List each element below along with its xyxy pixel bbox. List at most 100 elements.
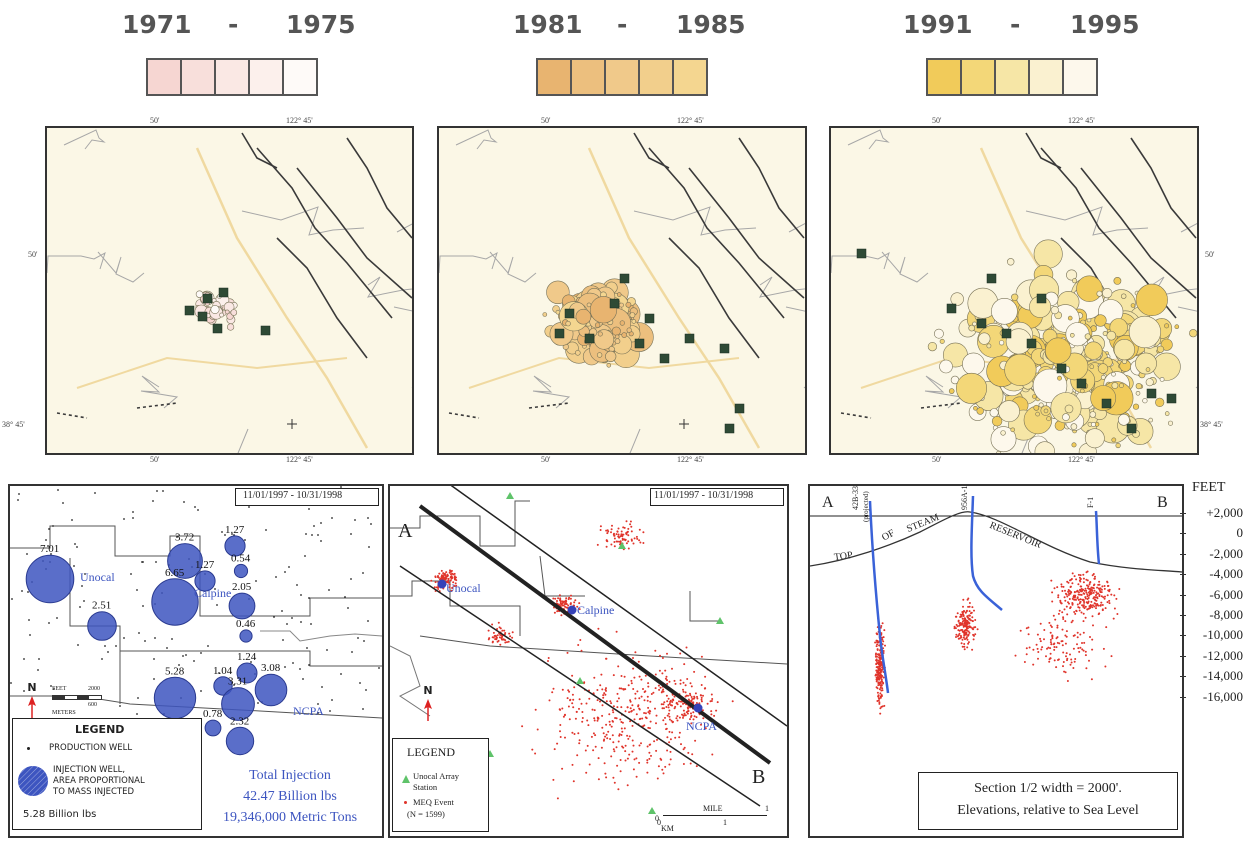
hypocenter (1051, 634, 1054, 637)
injection-well-square (659, 353, 670, 364)
hypocenter (968, 622, 971, 625)
meq-event (442, 572, 445, 575)
meq-event (629, 520, 632, 523)
production-well (317, 534, 319, 536)
production-well (50, 685, 52, 687)
meq-event (636, 690, 639, 693)
meq-event (652, 691, 655, 694)
meq-event (638, 697, 641, 700)
meq-event (627, 737, 630, 740)
meq-event (638, 528, 641, 531)
meq-event (668, 763, 671, 766)
meq-event (571, 693, 574, 696)
meq-event (666, 679, 668, 682)
earthquake-event (1065, 322, 1090, 347)
earthquake-event (625, 301, 632, 308)
meq-event (569, 699, 571, 702)
meq-event (654, 673, 657, 676)
injection-value: 1.27 (195, 559, 215, 571)
earthquake-event (1109, 318, 1128, 337)
earthquake-event (575, 308, 592, 325)
production-well (351, 651, 353, 653)
map1-lat-bottom: 38° 45' (2, 420, 25, 429)
depth-tick-mark (1180, 594, 1186, 596)
meq-event (620, 530, 623, 533)
production-well (17, 499, 19, 501)
hypocenter (1091, 648, 1094, 651)
meq-event (644, 674, 647, 677)
hypocenter (1049, 631, 1052, 634)
meq-event (571, 763, 574, 766)
hypocenter (1080, 588, 1083, 590)
swatch-1 (148, 60, 182, 94)
hypocenter (972, 628, 975, 631)
earthquake-event (1132, 403, 1140, 410)
meq-event (581, 720, 584, 723)
earthquake-event (1145, 367, 1151, 372)
hypocenter (1092, 604, 1094, 607)
meq-event (670, 719, 673, 722)
meq-event (599, 525, 602, 528)
hypocenter (1095, 607, 1097, 610)
meq-event (635, 535, 638, 538)
meq-event (650, 754, 652, 757)
meq-event (687, 698, 690, 701)
hypocenter (1069, 653, 1071, 656)
meq-event (649, 710, 652, 713)
hypocenter (964, 619, 967, 621)
hypocenter (1076, 603, 1079, 606)
production-well (171, 638, 173, 640)
hypocenter (1081, 648, 1084, 651)
meq-event (684, 684, 687, 687)
meq-event (568, 596, 571, 599)
injection-value: 1.04 (213, 665, 233, 677)
meq-event (617, 740, 620, 743)
hypocenter (1077, 573, 1080, 576)
meq-event (627, 547, 630, 550)
hypocenter (1067, 594, 1070, 596)
hypocenter (1076, 596, 1079, 599)
production-well (250, 661, 252, 663)
meq-event (687, 751, 690, 754)
meq-event (679, 652, 682, 655)
hypocenter (878, 654, 881, 657)
meq-event (687, 694, 689, 697)
meq-event (604, 693, 607, 696)
meq-event (450, 570, 453, 573)
meq-event (451, 587, 454, 589)
meq-event (578, 608, 581, 611)
injection-well-square (202, 293, 213, 304)
meq-event (612, 776, 615, 779)
meq-event (610, 755, 613, 758)
hypocenter (1085, 589, 1088, 592)
earthquake-event (991, 298, 1018, 325)
hypocenter (881, 675, 884, 677)
meq-scale-bar: MILE 0 1 KM 0 1 (655, 804, 775, 834)
meq-event (578, 742, 581, 745)
earthquake-event (1115, 442, 1121, 449)
hypocenter (956, 635, 959, 638)
meq-event (605, 529, 608, 532)
meq-event (567, 705, 570, 708)
hypocenter (961, 617, 964, 620)
meq-event (612, 741, 615, 744)
hypocenter (1071, 603, 1074, 606)
hypocenter (1041, 646, 1044, 649)
meq-event (620, 706, 623, 709)
meq-event (649, 743, 652, 746)
hypocenter (1070, 661, 1073, 664)
meq-event (659, 686, 662, 689)
meq-event (639, 541, 642, 544)
hypocenter (1036, 633, 1039, 636)
meq-event (617, 535, 620, 538)
meq-event (448, 586, 451, 589)
hypocenter (968, 618, 971, 621)
production-well (81, 585, 83, 587)
meq-event (682, 716, 684, 719)
meq-event (508, 632, 511, 635)
hypocenter (1049, 641, 1052, 644)
hypocenter (1112, 617, 1115, 620)
meq-event (617, 697, 620, 700)
meq-event (661, 690, 664, 693)
meq-event (447, 577, 450, 580)
